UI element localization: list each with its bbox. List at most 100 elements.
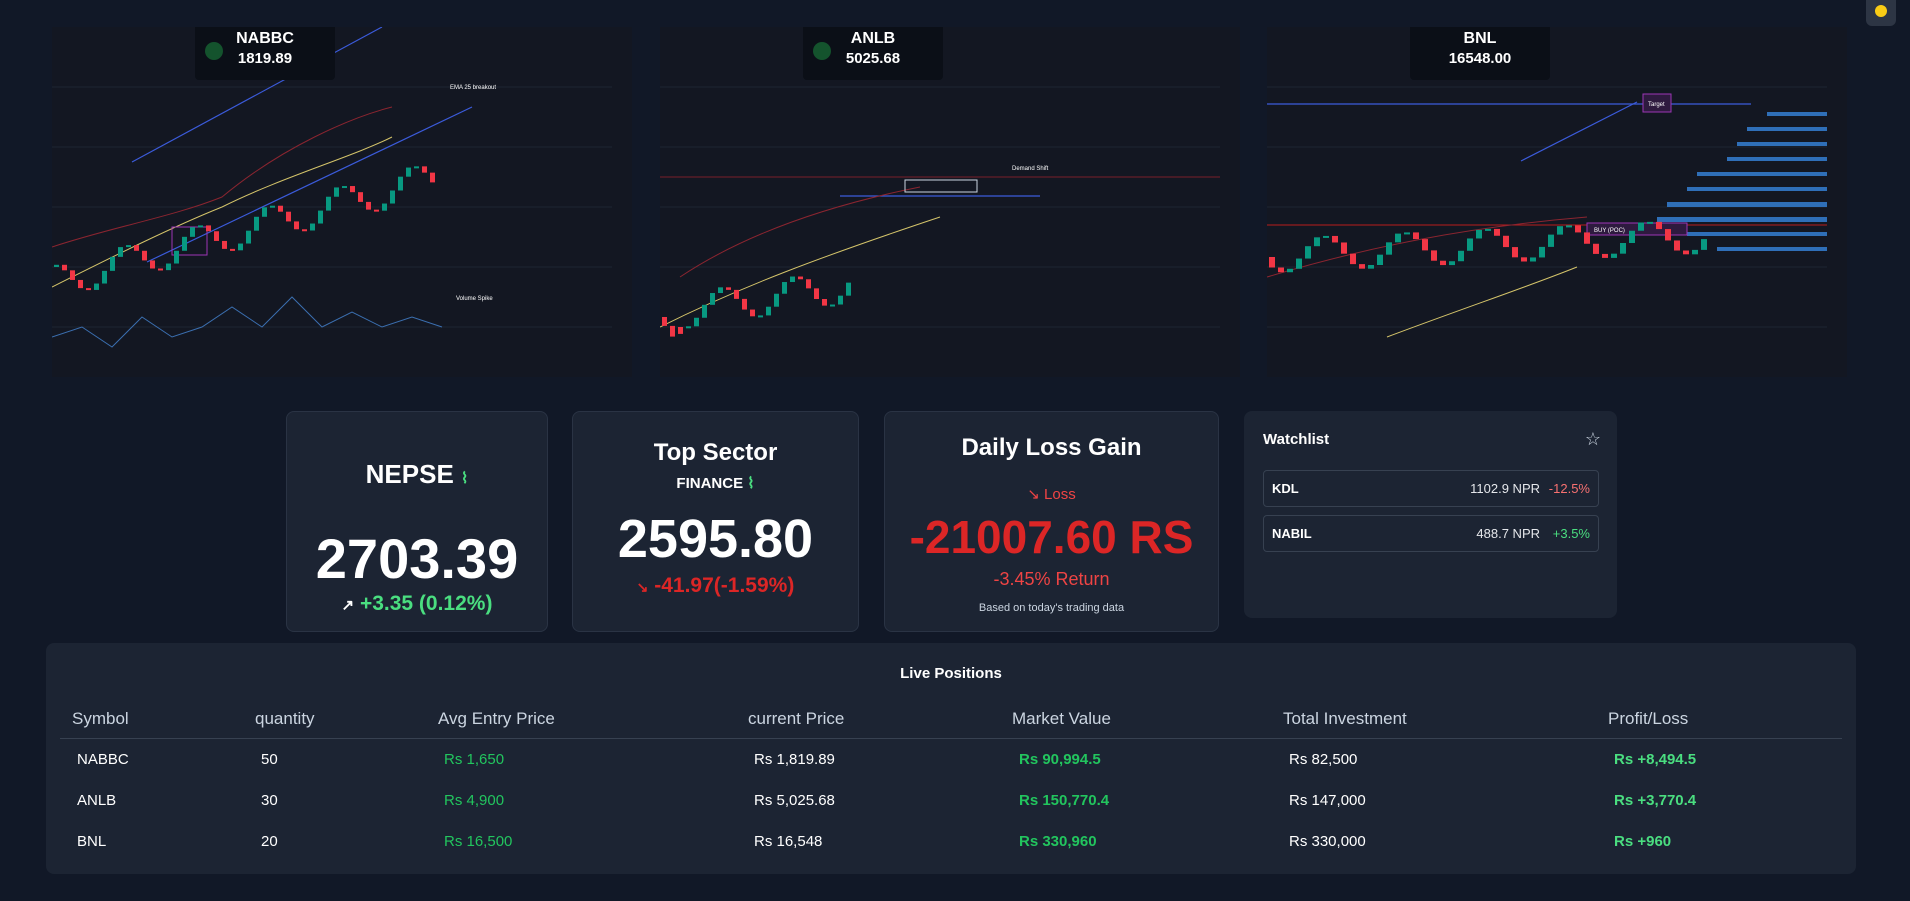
theme-toggle-button[interactable] — [1866, 0, 1896, 26]
candle — [774, 293, 779, 307]
price-chart-nabbc[interactable]: EMA 25 breakout Volume Spike — [52, 27, 632, 377]
watchlist-item[interactable]: NABIL 488.7 NPR +3.5% — [1263, 515, 1599, 552]
candle — [1647, 221, 1653, 224]
candle — [798, 276, 803, 280]
cell-symbol: BNL — [77, 833, 107, 850]
candle — [1296, 258, 1302, 269]
cell-investment: Rs 330,000 — [1289, 833, 1366, 850]
candle — [214, 231, 219, 241]
candle — [1305, 246, 1311, 259]
candle — [718, 287, 723, 294]
candle — [1404, 232, 1410, 235]
chart-panel-bnl[interactable]: Target BUY (POC) BNL 16548.00 — [1267, 27, 1847, 377]
candle — [382, 203, 387, 211]
candle — [1449, 261, 1455, 266]
chart-annotation: Target — [1648, 102, 1665, 108]
candle — [342, 186, 347, 189]
candle — [838, 295, 843, 305]
column-header: Market Value — [1012, 709, 1111, 728]
trend-down-icon: ↘ — [1027, 486, 1040, 503]
candle — [702, 304, 707, 318]
nepse-change: +3.35 (0.12%) — [359, 592, 493, 615]
candle — [1557, 226, 1563, 235]
candle — [78, 279, 83, 289]
column-header: current Price — [748, 709, 845, 728]
candle — [390, 190, 395, 204]
candle — [734, 289, 739, 299]
candle — [1548, 234, 1554, 247]
candle — [1512, 247, 1518, 258]
sun-icon — [1875, 5, 1887, 17]
candle — [1674, 240, 1680, 251]
watchlist-symbol: NABIL — [1272, 526, 1312, 541]
candle — [1584, 232, 1590, 244]
candle — [110, 256, 115, 271]
candle — [1602, 253, 1608, 258]
candle — [182, 236, 187, 251]
candle — [686, 326, 691, 329]
cell-symbol: ANLB — [77, 792, 117, 809]
candle — [830, 304, 835, 307]
candle — [1539, 246, 1545, 258]
pulse-icon: ⌇ — [461, 470, 469, 487]
candle — [1575, 225, 1581, 233]
candle — [1314, 237, 1320, 247]
candle — [62, 264, 67, 271]
sector-title: Top Sector — [653, 439, 778, 466]
chart-panel-anlb[interactable]: Demand Shift ANLB 5025.68 — [660, 27, 1240, 377]
candle — [270, 205, 275, 208]
candle — [174, 250, 179, 264]
candle — [294, 221, 299, 230]
candle — [1521, 257, 1527, 262]
candle — [662, 317, 667, 326]
candle — [286, 211, 291, 222]
price-chart-bnl[interactable]: Target BUY (POC) — [1267, 27, 1847, 377]
candle — [278, 205, 283, 212]
ticker-price: 1819.89 — [237, 50, 293, 67]
nepse-value: 2703.39 — [315, 527, 519, 590]
ticker-symbol: NABBC — [236, 30, 294, 47]
chart-panel-nabbc[interactable]: EMA 25 breakout Volume Spike NABBC 1819.… — [52, 27, 632, 377]
candle — [1494, 228, 1500, 236]
watchlist-price: 1102.9 NPR — [1470, 481, 1540, 496]
ticker-symbol: BNL — [1463, 30, 1497, 47]
candle — [1683, 250, 1689, 255]
candle — [1278, 267, 1284, 273]
candle — [1458, 250, 1464, 262]
candle — [750, 309, 755, 317]
cell-investment: Rs 147,000 — [1289, 792, 1366, 809]
candle — [1503, 235, 1509, 248]
candle — [1413, 232, 1419, 240]
cell-avg-entry: Rs 1,650 — [444, 751, 505, 768]
candle — [166, 263, 171, 271]
candle — [414, 166, 419, 169]
candle — [134, 245, 139, 251]
chart-annotation: BUY (POC) — [1594, 228, 1625, 234]
cell-current-price: Rs 1,819.89 — [754, 751, 835, 768]
candle — [758, 315, 763, 318]
candle — [766, 306, 771, 316]
candle — [406, 167, 411, 177]
candle — [1629, 230, 1635, 244]
candle — [198, 225, 203, 228]
candle — [86, 288, 91, 291]
cell-quantity: 50 — [261, 751, 278, 768]
nepse-title: NEPSE — [365, 459, 454, 489]
cell-quantity: 20 — [261, 833, 278, 850]
cell-profit-loss: Rs +8,494.5 — [1614, 751, 1697, 768]
price-chart-anlb[interactable]: Demand Shift — [660, 27, 1240, 377]
sector-card: Top Sector FINANCE ⌇ 2595.80 ↘ -41.97(-1… — [572, 411, 859, 632]
watchlist-symbol: KDL — [1272, 481, 1299, 496]
candle — [822, 299, 827, 306]
star-icon[interactable]: ☆ — [1584, 429, 1601, 449]
candle — [422, 166, 427, 173]
trend-up-icon: ↗ — [341, 597, 355, 614]
candle — [1566, 225, 1572, 228]
candle — [102, 270, 107, 284]
watchlist-item[interactable]: KDL 1102.9 NPR -12.5% — [1263, 470, 1599, 507]
candle — [1593, 243, 1599, 254]
cell-profit-loss: Rs +960 — [1614, 833, 1672, 850]
candle — [1665, 229, 1671, 241]
column-header: Avg Entry Price — [438, 709, 555, 728]
positions-title: Live Positions — [900, 665, 1002, 682]
